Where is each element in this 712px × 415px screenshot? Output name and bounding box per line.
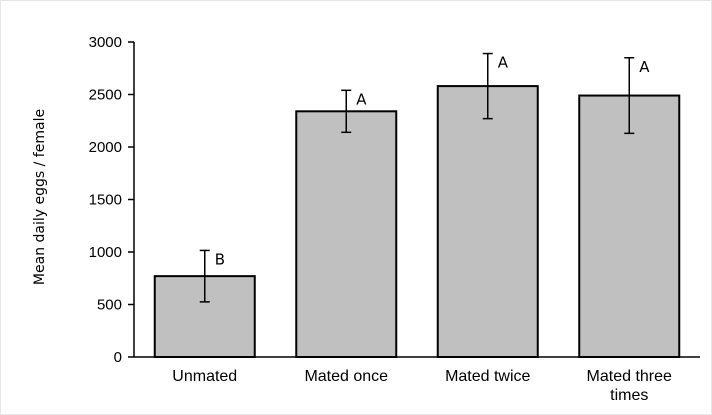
y-tick-label: 3000 [89, 34, 122, 51]
significance-label: B [215, 250, 225, 268]
x-category-label: Mated once [304, 368, 388, 385]
bar [578, 94, 681, 359]
bar [295, 110, 398, 358]
significance-label: A [498, 54, 509, 72]
y-tick-label: 0 [114, 349, 122, 366]
y-axis-title: Mean daily eggs / female [32, 109, 48, 285]
plot-area: 0 500 1000 1500 2000 2500 3000 B Unmated A Mated o… [89, 34, 700, 404]
y-tick-label: 2500 [89, 87, 122, 104]
y-tick-label: 1000 [89, 244, 122, 261]
x-category-label: Unmated [172, 368, 237, 385]
x-category-label: Mated twice [445, 368, 530, 385]
y-tick-label: 2000 [89, 139, 122, 156]
x-category-label: Mated three times [587, 368, 672, 404]
significance-label: A [639, 58, 650, 76]
y-tick-label: 1500 [89, 192, 122, 209]
significance-label: A [356, 90, 367, 108]
bar [436, 85, 539, 358]
y-tick-label: 500 [97, 297, 122, 314]
